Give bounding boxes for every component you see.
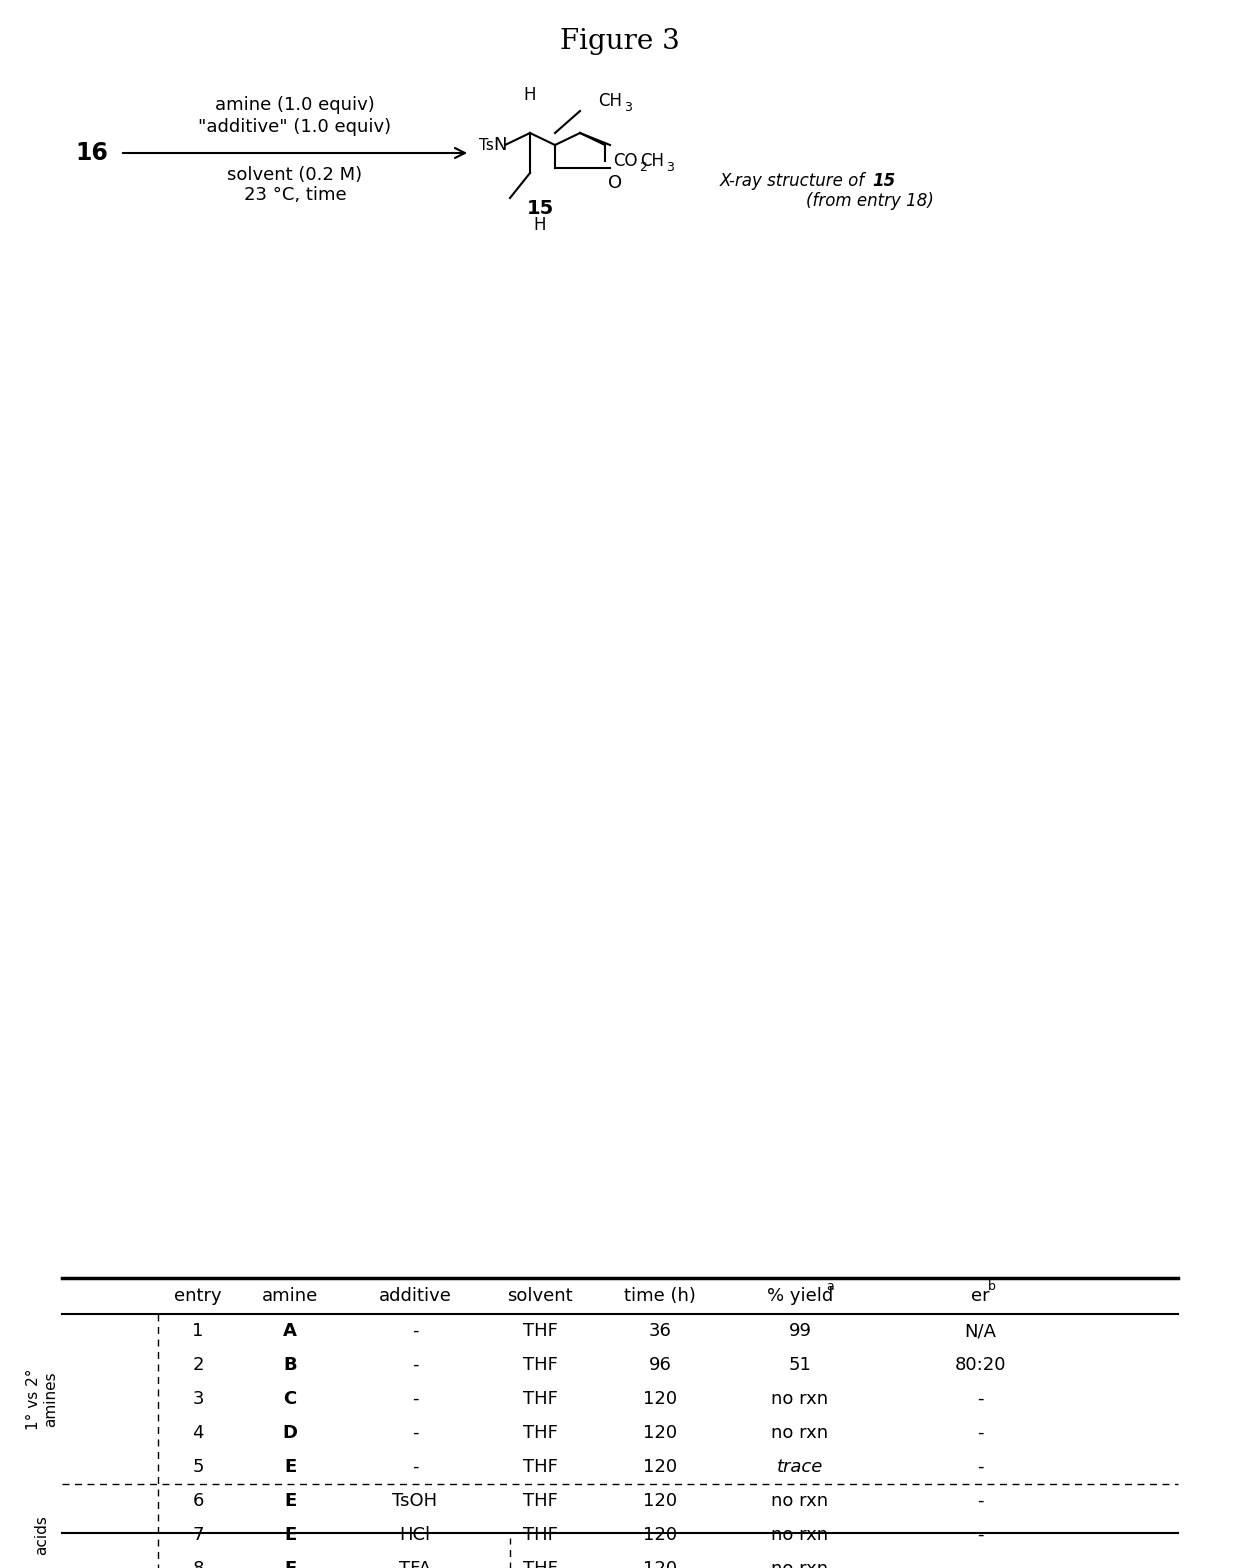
Text: Ts: Ts xyxy=(479,138,494,152)
Text: -: - xyxy=(412,1356,418,1374)
Text: 2: 2 xyxy=(639,162,647,174)
Text: er: er xyxy=(971,1287,990,1305)
Text: 5: 5 xyxy=(192,1458,203,1475)
Text: 120: 120 xyxy=(642,1424,677,1443)
Text: A: A xyxy=(283,1322,296,1341)
Text: -: - xyxy=(412,1458,418,1475)
Text: -: - xyxy=(977,1560,983,1568)
Text: THF: THF xyxy=(522,1356,558,1374)
Text: -: - xyxy=(977,1526,983,1544)
Text: CO: CO xyxy=(613,152,637,169)
Text: time (h): time (h) xyxy=(624,1287,696,1305)
Text: O: O xyxy=(608,174,622,191)
Text: TsOH: TsOH xyxy=(392,1493,438,1510)
Text: solvent: solvent xyxy=(507,1287,573,1305)
Text: 51: 51 xyxy=(789,1356,811,1374)
Text: 96: 96 xyxy=(649,1356,671,1374)
Text: "additive" (1.0 equiv): "additive" (1.0 equiv) xyxy=(198,118,392,136)
Text: b: b xyxy=(988,1281,996,1294)
Text: 120: 120 xyxy=(642,1493,677,1510)
Text: 3: 3 xyxy=(624,100,632,114)
Text: 6: 6 xyxy=(192,1493,203,1510)
Text: THF: THF xyxy=(522,1389,558,1408)
Text: 1: 1 xyxy=(192,1322,203,1341)
Text: THF: THF xyxy=(522,1526,558,1544)
Text: -: - xyxy=(412,1424,418,1443)
Text: H: H xyxy=(533,216,547,234)
Text: 15: 15 xyxy=(526,199,553,218)
Text: 120: 120 xyxy=(642,1526,677,1544)
Text: no rxn: no rxn xyxy=(771,1493,828,1510)
Text: a: a xyxy=(826,1281,833,1294)
Text: E: E xyxy=(284,1526,296,1544)
Text: 3: 3 xyxy=(192,1389,203,1408)
Text: TFA: TFA xyxy=(399,1560,432,1568)
Text: Figure 3: Figure 3 xyxy=(560,28,680,55)
Text: 80:20: 80:20 xyxy=(955,1356,1006,1374)
Text: -: - xyxy=(977,1389,983,1408)
Text: 16: 16 xyxy=(76,141,108,165)
Text: -: - xyxy=(977,1493,983,1510)
Text: trace: trace xyxy=(776,1458,823,1475)
Text: THF: THF xyxy=(522,1560,558,1568)
Text: acids: acids xyxy=(35,1515,50,1555)
Text: additive: additive xyxy=(378,1287,451,1305)
Text: 23 °C, time: 23 °C, time xyxy=(244,187,346,204)
Text: -: - xyxy=(412,1322,418,1341)
Text: no rxn: no rxn xyxy=(771,1389,828,1408)
Text: E: E xyxy=(284,1493,296,1510)
Text: -: - xyxy=(977,1458,983,1475)
Text: 120: 120 xyxy=(642,1560,677,1568)
Text: D: D xyxy=(283,1424,298,1443)
Text: HCl: HCl xyxy=(399,1526,430,1544)
Text: B: B xyxy=(283,1356,296,1374)
Text: N/A: N/A xyxy=(963,1322,996,1341)
Text: 3: 3 xyxy=(666,162,673,174)
Text: solvent (0.2 M): solvent (0.2 M) xyxy=(227,166,362,183)
Text: 120: 120 xyxy=(642,1458,677,1475)
Text: 36: 36 xyxy=(649,1322,671,1341)
Text: THF: THF xyxy=(522,1458,558,1475)
Text: amine (1.0 equiv): amine (1.0 equiv) xyxy=(215,96,374,114)
Text: THF: THF xyxy=(522,1493,558,1510)
Text: THF: THF xyxy=(522,1322,558,1341)
Text: no rxn: no rxn xyxy=(771,1526,828,1544)
Text: 2: 2 xyxy=(192,1356,203,1374)
Text: 8: 8 xyxy=(192,1560,203,1568)
Text: (from entry 18): (from entry 18) xyxy=(806,191,934,210)
Text: X-ray structure of: X-ray structure of xyxy=(719,172,870,190)
Text: no rxn: no rxn xyxy=(771,1560,828,1568)
Text: 15: 15 xyxy=(872,172,895,190)
Text: CH: CH xyxy=(640,152,663,169)
Text: % yield: % yield xyxy=(766,1287,833,1305)
Text: H: H xyxy=(523,86,536,103)
Text: E: E xyxy=(284,1560,296,1568)
FancyArrowPatch shape xyxy=(123,147,465,158)
Text: N: N xyxy=(494,136,507,154)
Text: 120: 120 xyxy=(642,1389,677,1408)
Text: 99: 99 xyxy=(789,1322,811,1341)
Text: no rxn: no rxn xyxy=(771,1424,828,1443)
Text: C: C xyxy=(284,1389,296,1408)
Text: -: - xyxy=(412,1389,418,1408)
Text: 4: 4 xyxy=(192,1424,203,1443)
Text: entry: entry xyxy=(174,1287,222,1305)
Text: E: E xyxy=(284,1458,296,1475)
Text: -: - xyxy=(977,1424,983,1443)
Text: THF: THF xyxy=(522,1424,558,1443)
Text: 7: 7 xyxy=(192,1526,203,1544)
Text: amine: amine xyxy=(262,1287,319,1305)
Text: CH: CH xyxy=(598,93,622,110)
Text: 1° vs 2°
amines: 1° vs 2° amines xyxy=(26,1369,58,1430)
